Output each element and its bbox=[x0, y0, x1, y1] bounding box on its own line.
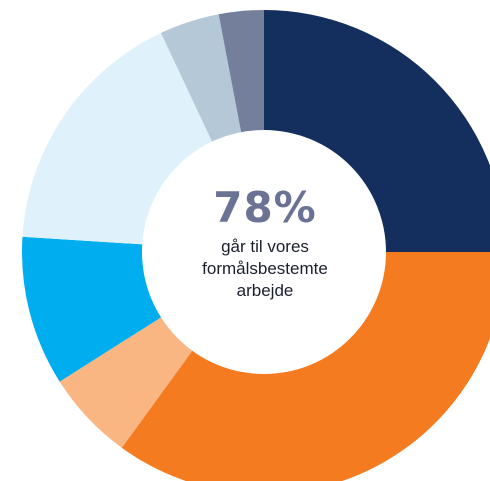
center-label: 78% går til vores formålsbestemte arbejd… bbox=[145, 180, 385, 302]
donut-hole bbox=[142, 130, 386, 374]
center-value: 78% bbox=[213, 183, 317, 232]
center-line-2: formålsbestemte bbox=[202, 259, 328, 278]
center-line-3: arbejde bbox=[236, 281, 294, 300]
center-line-1: går til vores bbox=[221, 237, 309, 256]
